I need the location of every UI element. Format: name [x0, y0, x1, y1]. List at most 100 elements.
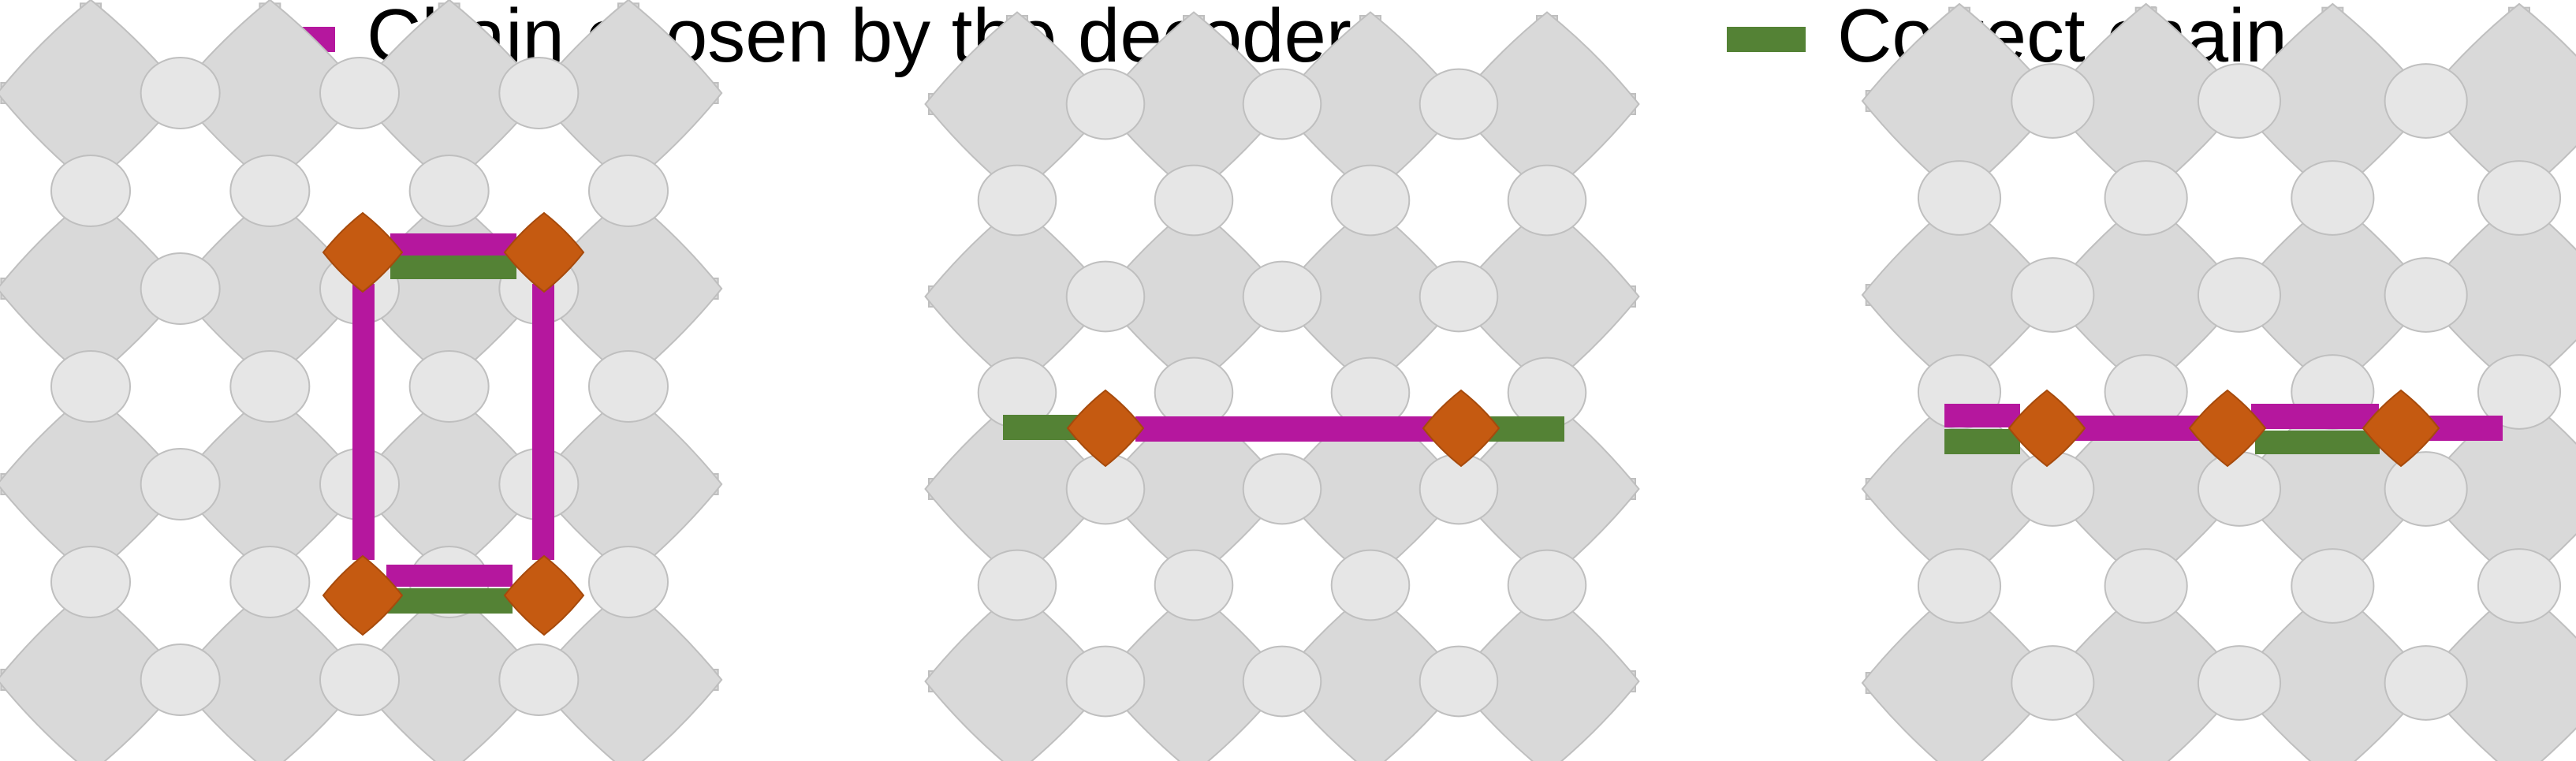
lattice-edge-qubit	[408, 154, 490, 228]
lattice-edge-qubit	[408, 349, 490, 423]
lattice-edge-qubit	[229, 349, 311, 423]
lattice-edge-qubit	[229, 545, 311, 619]
lattice-edge-qubit	[2104, 548, 2188, 624]
defect-marker	[322, 211, 404, 293]
lattice-edge-qubit	[2384, 63, 2468, 139]
lattice-edge-qubit	[1507, 549, 1587, 621]
lattice-edge-qubit	[2011, 645, 2095, 721]
lattice-edge-qubit	[140, 56, 221, 130]
lattice-edge-qubit	[498, 643, 580, 717]
decoder-chain-segment	[386, 565, 513, 587]
lattice-edge-qubit	[2197, 645, 2282, 721]
lattice-edge-qubit	[2011, 451, 2095, 527]
defect-marker	[2188, 389, 2267, 468]
lattice-edge-qubit	[319, 56, 401, 130]
lattice-vertex-star	[1861, 584, 2058, 761]
lattice-edge-qubit	[977, 164, 1057, 237]
lattice-edge-qubit	[1242, 260, 1322, 333]
correct-chain-segment	[1003, 415, 1079, 440]
decoder-chain-segment	[532, 284, 554, 560]
lattice-edge-qubit	[140, 447, 221, 521]
legend-correct-swatch	[1727, 27, 1806, 52]
lattice-edge-qubit	[1418, 645, 1499, 718]
defect-marker	[2362, 389, 2440, 468]
correct-chain-segment	[390, 256, 516, 279]
lattice-vertex-star	[2234, 584, 2431, 761]
lattice-edge-qubit	[2384, 451, 2468, 527]
lattice-vertex-star	[534, 585, 723, 761]
lattice-edge-qubit	[1242, 453, 1322, 525]
correct-chain-segment	[2255, 431, 2380, 454]
lattice-edge-qubit	[587, 545, 669, 619]
lattice-edge-qubit	[1242, 645, 1322, 718]
decoder-chain-segment	[1944, 404, 2020, 427]
lattice-edge-qubit	[50, 545, 132, 619]
correct-chain-segment	[1944, 429, 2020, 454]
lattice-edge-qubit	[498, 56, 580, 130]
lattice-edge-qubit	[2197, 63, 2282, 139]
lattice-edge-qubit	[1418, 68, 1499, 140]
defect-marker	[1422, 389, 1500, 468]
lattice	[0, 0, 723, 761]
lattice-edge-qubit	[2011, 257, 2095, 333]
left-panel	[0, 0, 723, 761]
middle-panel	[924, 11, 1640, 761]
correct-chain-segment	[1489, 416, 1564, 442]
lattice-edge-qubit	[140, 252, 221, 326]
lattice-edge-qubit	[1154, 549, 1234, 621]
lattice-vertex-star	[175, 585, 364, 761]
defect-marker	[2007, 389, 2086, 468]
lattice-vertex-star	[2048, 584, 2245, 761]
lattice-edge-qubit	[1330, 549, 1411, 621]
decoder-chain-segment	[2074, 416, 2201, 441]
right-panel	[1861, 2, 2576, 761]
lattice-vertex-star	[1454, 588, 1640, 761]
decoder-chain-segment	[2251, 404, 2379, 429]
lattice-edge-qubit	[229, 154, 311, 228]
lattice-vertex-star	[0, 585, 185, 761]
lattice-vertex-star	[2421, 584, 2576, 761]
defect-marker	[1066, 389, 1145, 468]
lattice-edge-qubit	[319, 643, 401, 717]
lattice	[924, 11, 1640, 761]
lattice-edge-qubit	[977, 549, 1057, 621]
lattice-vertex-star	[355, 585, 544, 761]
lattice-edge-qubit	[2477, 354, 2562, 430]
lattice-vertex-star	[1277, 588, 1463, 761]
decoder-chain-segment	[1135, 416, 1433, 442]
lattice-edge-qubit	[2104, 160, 2188, 236]
lattice-edge-qubit	[2011, 63, 2095, 139]
lattice-edge-qubit	[1065, 645, 1146, 718]
lattice-edge-qubit	[1242, 68, 1322, 140]
decoder-chain-segment	[390, 233, 516, 256]
correct-chain-segment	[386, 588, 513, 614]
lattice-edge-qubit	[2197, 451, 2282, 527]
decoder-chain-segment	[352, 284, 375, 560]
defect-marker	[503, 554, 585, 636]
lattice-vertex-star	[1101, 588, 1287, 761]
defect-marker	[503, 211, 585, 293]
lattice-edge-qubit	[1917, 548, 2002, 624]
defect-marker	[322, 554, 404, 636]
lattice-edge-qubit	[587, 154, 669, 228]
lattice-edge-qubit	[1065, 68, 1146, 140]
lattice-vertex-star	[924, 588, 1110, 761]
lattice-edge-qubit	[1917, 160, 2002, 236]
lattice-edge-qubit	[50, 154, 132, 228]
lattice-edge-qubit	[2197, 257, 2282, 333]
lattice-edge-qubit	[1418, 260, 1499, 333]
lattice-edge-qubit	[1154, 164, 1234, 237]
lattice-edge-qubit	[140, 643, 221, 717]
lattice-edge-qubit	[2384, 645, 2468, 721]
lattice-edge-qubit	[2477, 548, 2562, 624]
lattice-edge-qubit	[2477, 160, 2562, 236]
lattice-edge-qubit	[1507, 164, 1587, 237]
lattice-edge-qubit	[2291, 160, 2375, 236]
lattice-edge-qubit	[1330, 164, 1411, 237]
lattice-edge-qubit	[2384, 257, 2468, 333]
lattice-edge-qubit	[1065, 260, 1146, 333]
lattice-edge-qubit	[50, 349, 132, 423]
lattice-edge-qubit	[2291, 548, 2375, 624]
lattice-edge-qubit	[587, 349, 669, 423]
